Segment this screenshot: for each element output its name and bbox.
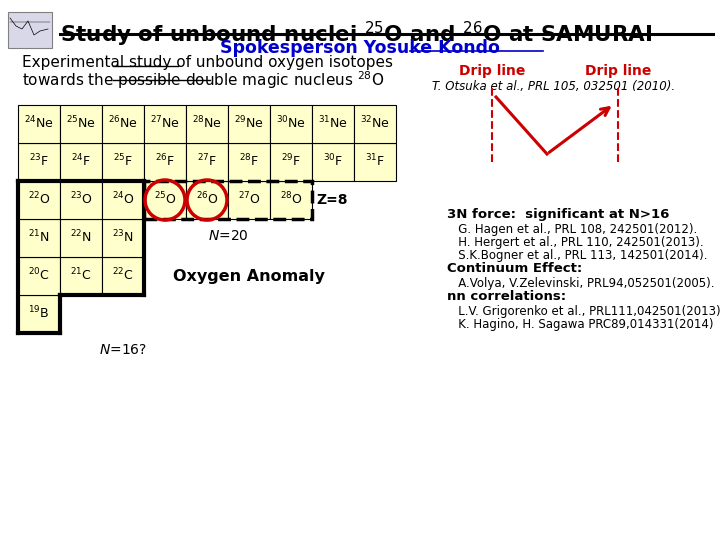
Text: $^{21}$N: $^{21}$N <box>28 229 50 246</box>
Bar <box>60 219 102 257</box>
Text: $^{23}$O: $^{23}$O <box>70 191 92 207</box>
Bar <box>144 143 186 181</box>
Text: $^{28}$O: $^{28}$O <box>279 191 302 207</box>
Text: $^{31}$F: $^{31}$F <box>365 153 385 170</box>
Text: nn correlations:: nn correlations: <box>447 290 566 303</box>
Bar <box>354 105 396 143</box>
Text: Study of unbound nuclei $^{25}$O and $^{26}$O at SAMURAI: Study of unbound nuclei $^{25}$O and $^{… <box>60 20 652 49</box>
Bar <box>60 257 102 295</box>
Bar <box>186 105 228 143</box>
Bar <box>60 143 102 181</box>
Bar <box>144 181 186 219</box>
Text: K. Hagino, H. Sagawa PRC89,014331(2014): K. Hagino, H. Sagawa PRC89,014331(2014) <box>447 318 714 331</box>
Text: $^{26}$O: $^{26}$O <box>196 191 218 207</box>
Text: $^{32}$Ne: $^{32}$Ne <box>360 115 390 132</box>
Text: $^{28}$Ne: $^{28}$Ne <box>192 115 222 132</box>
Text: A.Volya, V.Zelevinski, PRL94,052501(2005).: A.Volya, V.Zelevinski, PRL94,052501(2005… <box>447 277 714 290</box>
Text: $^{22}$O: $^{22}$O <box>27 191 50 207</box>
Text: $^{29}$Ne: $^{29}$Ne <box>234 115 264 132</box>
Text: Z=8: Z=8 <box>316 193 348 207</box>
Text: $^{28}$F: $^{28}$F <box>239 153 259 170</box>
Text: $^{20}$C: $^{20}$C <box>28 267 50 284</box>
Bar <box>354 143 396 181</box>
Text: $^{29}$F: $^{29}$F <box>281 153 301 170</box>
Text: $^{24}$F: $^{24}$F <box>71 153 91 170</box>
Bar <box>102 219 144 257</box>
Text: Drip line: Drip line <box>585 64 651 78</box>
Bar <box>228 143 270 181</box>
Bar <box>186 143 228 181</box>
Text: $^{21}$C: $^{21}$C <box>70 267 92 284</box>
Text: $^{24}$O: $^{24}$O <box>112 191 135 207</box>
Bar <box>18 295 60 333</box>
Text: $^{25}$Ne: $^{25}$Ne <box>66 115 96 132</box>
Text: $^{22}$N: $^{22}$N <box>70 229 92 246</box>
Text: L.V. Grigorenko et al., PRL111,042501(2013): L.V. Grigorenko et al., PRL111,042501(20… <box>447 305 720 318</box>
Text: $^{24}$Ne: $^{24}$Ne <box>24 115 54 132</box>
Bar <box>270 105 312 143</box>
Bar <box>18 219 60 257</box>
Text: $^{27}$O: $^{27}$O <box>238 191 261 207</box>
Text: Oxygen Anomaly: Oxygen Anomaly <box>173 268 325 284</box>
Bar <box>312 105 354 143</box>
Text: Continuum Effect:: Continuum Effect: <box>447 262 582 275</box>
Text: $^{25}$F: $^{25}$F <box>113 153 133 170</box>
Text: $^{26}$Ne: $^{26}$Ne <box>108 115 138 132</box>
Bar <box>102 143 144 181</box>
Bar <box>60 105 102 143</box>
Bar <box>270 143 312 181</box>
Text: $^{19}$B: $^{19}$B <box>28 305 50 321</box>
Bar <box>228 105 270 143</box>
Text: Experimental study of unbound oxygen isotopes: Experimental study of unbound oxygen iso… <box>22 55 393 70</box>
Text: G. Hagen et al., PRL 108, 242501(2012).: G. Hagen et al., PRL 108, 242501(2012). <box>447 223 697 236</box>
Bar <box>102 257 144 295</box>
Text: $^{30}$Ne: $^{30}$Ne <box>276 115 306 132</box>
Text: towards the possible double magic nucleus $^{28}$O: towards the possible double magic nucleu… <box>22 69 384 91</box>
Text: $^{22}$C: $^{22}$C <box>112 267 134 284</box>
Bar <box>18 181 60 219</box>
Text: $^{25}$O: $^{25}$O <box>153 191 176 207</box>
Text: $^{27}$Ne: $^{27}$Ne <box>150 115 180 132</box>
Text: H. Hergert et al., PRL 110, 242501(2013).: H. Hergert et al., PRL 110, 242501(2013)… <box>447 236 703 249</box>
Text: Drip line: Drip line <box>459 64 525 78</box>
Bar <box>228 181 270 219</box>
Text: $^{27}$F: $^{27}$F <box>197 153 217 170</box>
Text: $^{30}$F: $^{30}$F <box>323 153 343 170</box>
Bar <box>60 181 102 219</box>
FancyBboxPatch shape <box>8 12 52 48</box>
Bar <box>18 257 60 295</box>
Text: Spokesperson Yosuke Kondo: Spokesperson Yosuke Kondo <box>220 39 500 57</box>
Text: $^{26}$F: $^{26}$F <box>155 153 175 170</box>
Bar <box>144 105 186 143</box>
Bar <box>18 105 60 143</box>
Bar <box>186 181 228 219</box>
Bar <box>312 143 354 181</box>
Text: $^{23}$F: $^{23}$F <box>29 153 49 170</box>
Text: 3N force:  significant at N>16: 3N force: significant at N>16 <box>447 208 670 221</box>
Bar <box>144 181 312 219</box>
Text: $\mathit{N}$=20: $\mathit{N}$=20 <box>207 229 248 243</box>
Text: $^{23}$N: $^{23}$N <box>112 229 134 246</box>
Text: $^{31}$Ne: $^{31}$Ne <box>318 115 348 132</box>
Bar <box>270 181 312 219</box>
Text: T. Otsuka et al., PRL 105, 032501 (2010).: T. Otsuka et al., PRL 105, 032501 (2010)… <box>432 80 675 93</box>
Bar <box>18 143 60 181</box>
Text: S.K.Bogner et al., PRL 113, 142501(2014).: S.K.Bogner et al., PRL 113, 142501(2014)… <box>447 249 708 262</box>
Bar <box>102 105 144 143</box>
Bar <box>102 181 144 219</box>
Text: $\mathit{N}$=16?: $\mathit{N}$=16? <box>99 343 147 357</box>
